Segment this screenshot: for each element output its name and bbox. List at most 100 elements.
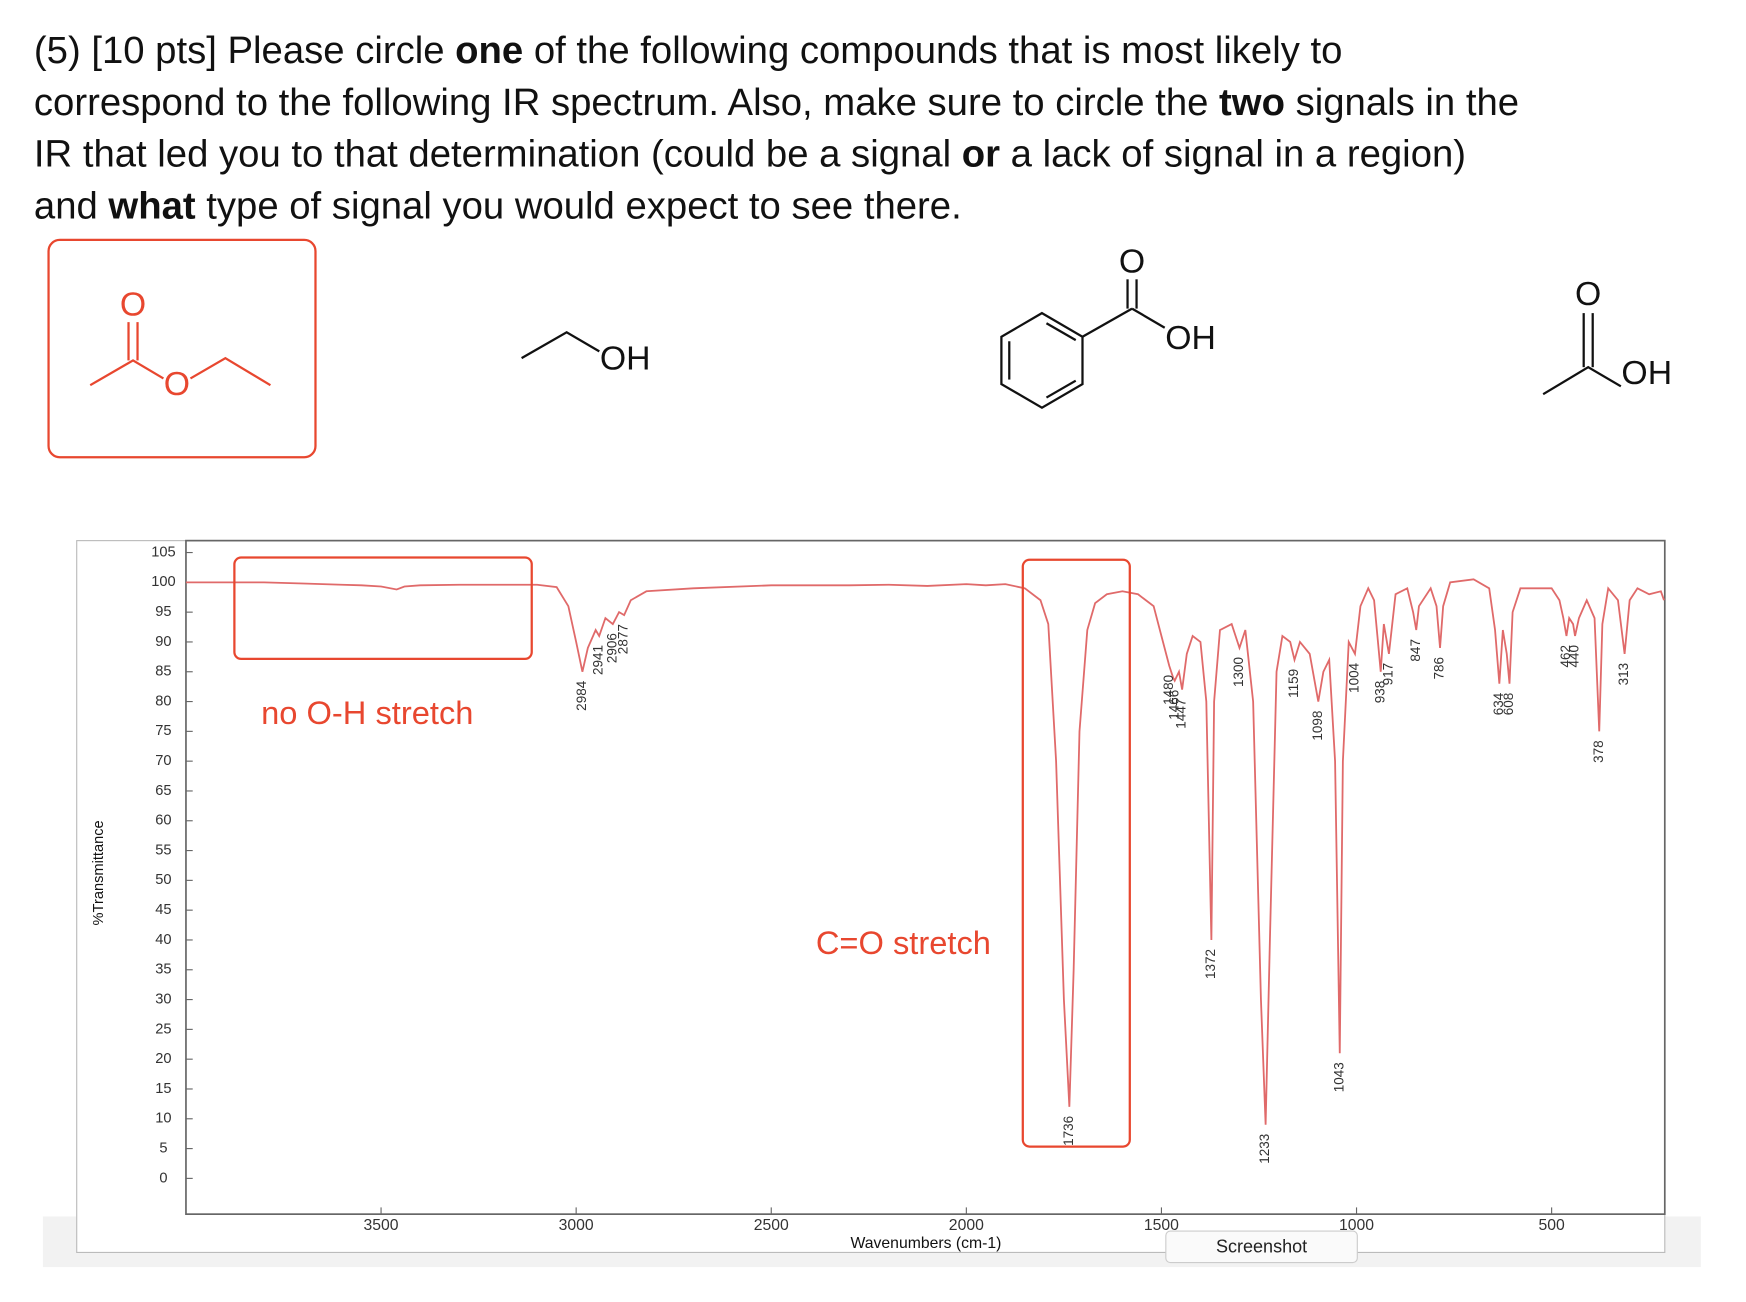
atom-label: OH (1621, 354, 1672, 392)
question-text: a lack of signal in a region) (1000, 133, 1466, 176)
y-tick-label: 90 (155, 634, 171, 650)
compound-ethyl-acetate (47, 238, 317, 459)
peak-label: 938 (1372, 681, 1387, 704)
y-tick-label: 55 (155, 842, 171, 858)
y-tick-label: 70 (155, 753, 171, 769)
atom-label: O (1119, 242, 1145, 280)
chart-frame (76, 540, 1666, 1254)
y-tick-label: 80 (155, 693, 171, 709)
question-text: correspond to the following IR spectrum.… (34, 81, 1219, 124)
question-text: two (1219, 81, 1285, 124)
bond (1081, 307, 1133, 338)
x-tick-label: 3000 (559, 1217, 594, 1234)
bond (1045, 379, 1077, 399)
y-tick-label: 65 (155, 783, 171, 799)
x-tick-label: 1000 (1339, 1217, 1374, 1234)
chart: 0 5 10 15 20 25 30 35 40 45 50 55 60 65 70 75 80 85 90 95 10… (151, 544, 1665, 1234)
question-text: of the following compounds that is most … (523, 29, 1342, 72)
atom-label: O (164, 365, 190, 403)
compound-benzoic-acid (1000, 279, 1166, 410)
y-tick-label: 5 (159, 1140, 167, 1156)
peak-label: 1372 (1203, 949, 1218, 979)
bond (521, 330, 600, 360)
peak-label: 608 (1501, 693, 1516, 716)
x-axis-label: Wavenumbers (cm-1) (851, 1235, 1002, 1252)
question-text: IR that led you to that determination (c… (34, 133, 962, 176)
bond (189, 356, 272, 387)
peak-label: 1466 (1166, 690, 1181, 720)
highlight-box (233, 556, 533, 661)
y-tick-label: 85 (155, 664, 171, 680)
compound-acetic-acid (1542, 313, 1622, 396)
atom-label: OH (600, 339, 651, 377)
question-line: (5) [10 pts] Please circle one of the fo… (34, 29, 1343, 72)
bond (89, 359, 165, 387)
y-tick-label: 60 (155, 813, 171, 829)
plot-frame (185, 539, 1666, 1215)
y-tick-label: 25 (155, 1021, 171, 1037)
question-text: or (962, 133, 1000, 176)
peak-label: 378 (1591, 740, 1606, 763)
peak-label: 1447 (1174, 699, 1189, 729)
peak-label: 1043 (1331, 1062, 1346, 1092)
question-text: (5) [10 pts] Please circle (34, 29, 455, 72)
peak-label: 1736 (1061, 1116, 1076, 1146)
y-tick-label: 105 (151, 544, 175, 560)
peak-label: 1300 (1231, 657, 1246, 687)
peak-label: 786 (1432, 657, 1447, 680)
y-tick-label: 10 (155, 1111, 171, 1127)
peak-label: 1004 (1347, 662, 1362, 693)
ring (1000, 311, 1084, 410)
atom-label: OH (1165, 319, 1216, 357)
annotation: C=O stretch (816, 924, 991, 961)
tooltip (1165, 1230, 1358, 1264)
peak-label: 2984 (574, 680, 589, 711)
question-line: correspond to the following IR spectrum.… (34, 81, 1519, 124)
peak-label: 440 (1567, 645, 1582, 668)
peak-label: 313 (1616, 663, 1631, 686)
atom-label: O (120, 285, 146, 323)
y-axis-label: %Transmittance (91, 820, 107, 925)
y-tick-label: 75 (155, 723, 171, 739)
peak-label: 462 (1558, 645, 1573, 668)
highlight-box (1021, 558, 1131, 1148)
y-tick-label: 35 (155, 962, 171, 978)
peak-label: 2906 (604, 633, 619, 663)
bond (1542, 365, 1622, 396)
selection-box (47, 238, 317, 459)
peak-label: 847 (1408, 639, 1423, 662)
peak-label: 1480 (1161, 675, 1176, 705)
question: (5) [10 pts] Please circle one of the fo… (34, 29, 1519, 227)
y-tick-label: 100 (151, 574, 175, 590)
y-tick-label: 95 (155, 604, 171, 620)
annotation: no O-H stretch (261, 694, 473, 731)
peak-label: 917 (1380, 663, 1395, 686)
question-line: IR that led you to that determination (c… (34, 133, 1466, 176)
bond (1045, 322, 1077, 342)
peak-label: 634 (1491, 692, 1506, 715)
peak-label: 2877 (616, 624, 631, 654)
y-tick-label: 0 (159, 1170, 167, 1186)
question-text: signals in the (1285, 81, 1519, 124)
peak-label: 2941 (591, 645, 606, 675)
peak-label: 1233 (1257, 1134, 1272, 1164)
y-tick-label: 40 (155, 932, 171, 948)
x-tick-label: 2000 (949, 1217, 984, 1234)
x-tick-label: 500 (1538, 1217, 1565, 1234)
question-text: what (107, 185, 195, 228)
bond (1131, 307, 1166, 329)
peak-label: 1159 (1286, 669, 1301, 698)
question-line: and what type of signal you would expect… (34, 185, 962, 228)
x-tick-label: 2500 (754, 1217, 789, 1234)
x-tick-label: 3500 (364, 1217, 399, 1234)
question-text: and (34, 185, 109, 228)
y-tick-label: 50 (155, 872, 171, 888)
atom-label: O (1575, 275, 1601, 313)
spectrum-line (185, 578, 1665, 1125)
tooltip-text: Screenshot (1216, 1236, 1307, 1256)
y-tick-label: 45 (155, 902, 171, 918)
x-tick-label: 1500 (1144, 1217, 1179, 1234)
y-tick-label: 15 (155, 1081, 171, 1097)
peak-label: 1098 (1310, 711, 1325, 741)
